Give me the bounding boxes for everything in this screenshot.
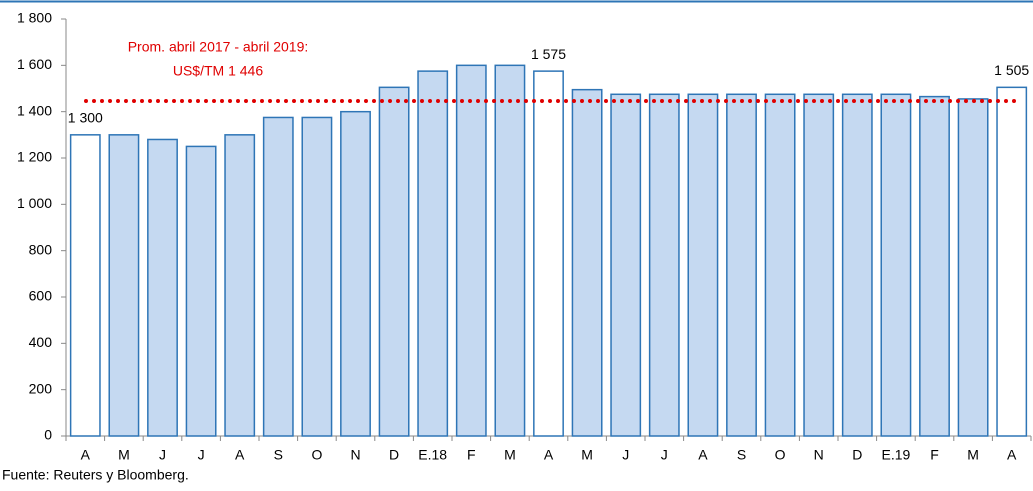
y-tick-label: 1 800 — [17, 10, 52, 26]
bar — [262, 116, 294, 437]
x-tick-label: D — [852, 447, 862, 463]
y-tick-label: 600 — [29, 288, 53, 304]
y-tick-label: 200 — [29, 380, 53, 396]
source: Fuente: Reuters y Bloomberg. — [2, 467, 189, 483]
x-tick-label: J — [622, 447, 629, 463]
y-tick-label: 1 600 — [17, 56, 52, 72]
x-tick-label: E.18 — [418, 447, 447, 463]
y-tick-label: 400 — [29, 334, 53, 350]
bar — [301, 116, 333, 437]
data-label: 1 575 — [531, 46, 566, 62]
data-label: 1 505 — [994, 62, 1029, 78]
x-tick-label: M — [118, 447, 130, 463]
x-tick-label: S — [737, 447, 746, 463]
x-tick-label: D — [389, 447, 399, 463]
x-tick-label: E.19 — [881, 447, 910, 463]
bar — [147, 138, 178, 437]
x-tick-label: F — [930, 447, 939, 463]
bar — [880, 93, 912, 437]
y-tick-label: 800 — [29, 241, 53, 257]
x-tick-label: A — [81, 447, 91, 463]
bar — [648, 93, 680, 437]
bar — [610, 93, 642, 437]
annotation: Prom. abril 2017 - abril 2019: — [128, 39, 309, 55]
x-tick-label: M — [581, 447, 593, 463]
x-tick-label: J — [661, 447, 668, 463]
bar — [108, 134, 140, 437]
bar — [764, 93, 796, 437]
x-tick-label: A — [698, 447, 708, 463]
y-tick-label: 0 — [44, 427, 52, 443]
y-tick-label: 1 000 — [17, 195, 52, 211]
bar — [224, 134, 256, 437]
y-tick-label: 1 400 — [17, 102, 52, 118]
x-tick-label: F — [467, 447, 476, 463]
y-tick-label: 1 200 — [17, 149, 52, 165]
bar — [69, 134, 101, 437]
bar — [803, 93, 835, 437]
bar — [687, 93, 719, 437]
x-tick-label: O — [775, 447, 786, 463]
x-tick-label: M — [967, 447, 979, 463]
bar — [919, 95, 950, 437]
bar — [417, 70, 449, 437]
x-tick-label: A — [235, 447, 245, 463]
x-tick-label: J — [159, 447, 166, 463]
bar — [726, 93, 757, 437]
bar — [841, 93, 873, 437]
x-tick-label: O — [311, 447, 322, 463]
bar — [571, 88, 603, 437]
x-tick-label: N — [814, 447, 824, 463]
annotation: US$/TM 1 446 — [173, 63, 263, 79]
bar — [533, 70, 564, 437]
bar — [996, 86, 1028, 437]
x-tick-label: S — [274, 447, 283, 463]
data-label: 1 300 — [68, 110, 103, 126]
bar — [455, 64, 487, 437]
x-tick-label: M — [504, 447, 516, 463]
x-tick-label: A — [544, 447, 554, 463]
bar — [494, 64, 526, 437]
bar — [185, 145, 217, 437]
x-tick-label: N — [350, 447, 360, 463]
bar — [957, 98, 989, 437]
x-tick-label: J — [198, 447, 205, 463]
bar — [340, 110, 371, 437]
x-tick-label: A — [1007, 447, 1017, 463]
bar — [378, 86, 410, 437]
